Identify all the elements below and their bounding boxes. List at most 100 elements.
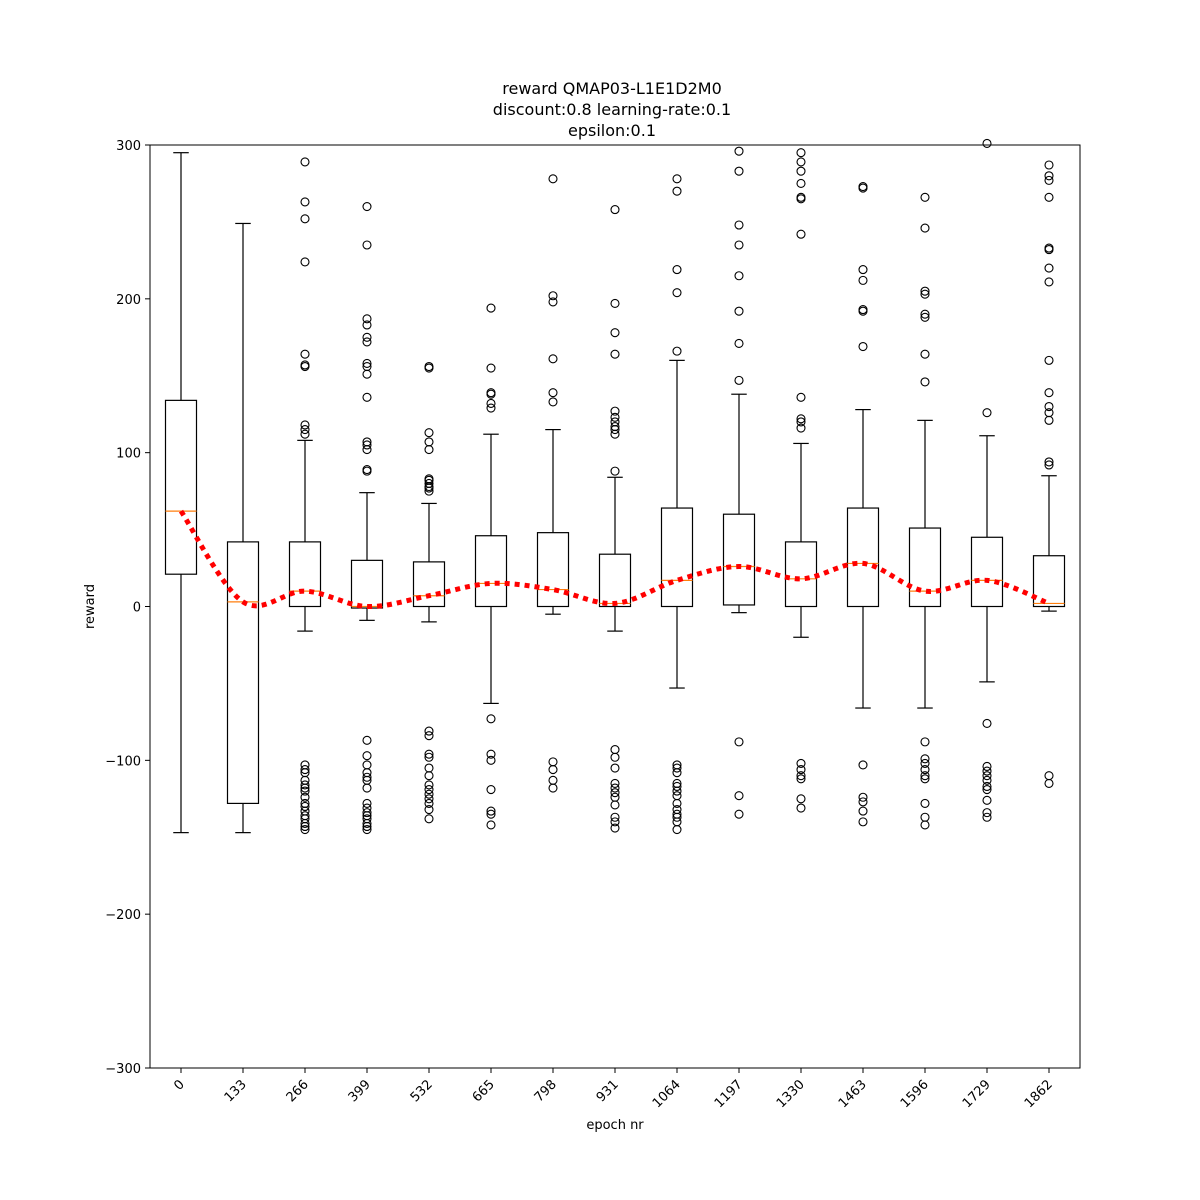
outlier-point <box>610 763 620 773</box>
outlier-point <box>796 423 806 433</box>
outlier-point <box>1044 263 1054 273</box>
outlier-point <box>672 781 682 792</box>
outlier-point <box>982 718 992 728</box>
outlier-point <box>796 803 806 813</box>
median-trend-line <box>178 509 1050 610</box>
outlier-point <box>982 795 992 805</box>
outlier-point <box>362 358 372 368</box>
outlier-point <box>300 765 310 775</box>
outlier-point <box>1044 175 1054 185</box>
box-body <box>598 553 632 608</box>
outlier-point <box>424 805 434 815</box>
outlier-point <box>424 726 434 736</box>
outlier-point <box>610 328 620 338</box>
box-body <box>970 536 1004 608</box>
outlier-point <box>796 178 806 189</box>
outlier-point <box>610 429 620 439</box>
outlier-point <box>610 783 620 793</box>
box-1729 <box>970 138 1004 822</box>
outlier-point <box>424 363 434 373</box>
chart-title-line: discount:0.8 learning-rate:0.1 <box>493 100 731 119</box>
outlier-point <box>920 223 930 233</box>
plot-area <box>164 138 1066 835</box>
outlier-point <box>424 794 434 804</box>
outlier-point <box>610 466 620 476</box>
outlier-point <box>734 809 744 819</box>
outlier-point <box>982 781 992 792</box>
outlier-point <box>858 792 868 802</box>
box-body <box>1032 555 1066 608</box>
outlier-point <box>548 783 558 793</box>
outlier-point <box>300 257 310 267</box>
outlier-point <box>610 406 620 416</box>
y-tick-label: −100 <box>105 754 141 769</box>
outlier-point <box>486 363 496 373</box>
box-399 <box>350 201 384 835</box>
outlier-point <box>610 823 620 833</box>
outlier-point <box>1044 277 1054 287</box>
outlier-point <box>1044 245 1054 255</box>
outlier-point <box>300 783 310 793</box>
y-tick-label: 200 <box>116 293 141 308</box>
outlier-point <box>362 821 372 832</box>
outlier-point <box>362 735 372 745</box>
outlier-point <box>300 349 310 359</box>
outlier-point <box>424 785 434 795</box>
outlier-point <box>672 763 682 773</box>
outlier-point <box>1044 457 1054 467</box>
y-tick-label: 100 <box>116 447 141 462</box>
outlier-point <box>362 466 372 476</box>
outlier-point <box>796 148 806 158</box>
outlier-point <box>1044 388 1054 398</box>
outlier-point <box>672 786 682 796</box>
outlier-point <box>1044 192 1054 202</box>
outlier-point <box>1044 355 1054 365</box>
outlier-point <box>362 392 372 402</box>
chart-title: reward QMAP03-L1E1D2M0 discount:0.8 learn… <box>493 79 731 140</box>
outlier-point <box>796 758 806 768</box>
outlier-point <box>362 751 372 761</box>
outlier-point <box>300 825 310 835</box>
outlier-point <box>672 825 682 835</box>
y-tick-label: 300 <box>116 139 141 154</box>
outlier-point <box>362 337 372 347</box>
box-665 <box>474 303 508 830</box>
outlier-point <box>1044 415 1054 425</box>
outlier-point <box>858 341 868 352</box>
outlier-point <box>486 403 496 413</box>
outlier-point <box>858 275 868 285</box>
outlier-point <box>610 425 620 435</box>
plot-frame <box>149 144 1081 1069</box>
outlier-point <box>858 265 868 275</box>
box-body <box>474 535 508 608</box>
outlier-point <box>796 157 806 167</box>
outlier-point <box>858 183 868 193</box>
outlier-point <box>1044 778 1054 788</box>
outlier-point <box>486 398 496 408</box>
outlier-point <box>796 417 806 427</box>
outlier-point <box>548 174 558 184</box>
outlier-point <box>796 774 806 784</box>
x-axis-label: epoch nr <box>586 1118 644 1133</box>
box-body <box>536 532 570 608</box>
outlier-point <box>610 412 620 422</box>
outlier-point <box>734 306 744 316</box>
outlier-point <box>486 755 496 765</box>
outlier-point <box>300 157 310 167</box>
y-tick-label: −200 <box>105 908 141 923</box>
outlier-point <box>1044 160 1054 170</box>
outlier-point <box>796 229 806 239</box>
box-body <box>412 561 446 608</box>
outlier-point <box>734 271 744 281</box>
outlier-point <box>424 483 434 493</box>
outlier-point <box>858 817 868 827</box>
box-body <box>846 507 880 608</box>
outlier-point <box>362 314 372 324</box>
outlier-point <box>982 812 992 822</box>
box-body <box>350 559 384 609</box>
box-1330 <box>784 148 818 813</box>
y-tick-label: −300 <box>105 1062 141 1077</box>
outlier-point <box>300 780 310 790</box>
outlier-point <box>610 800 620 810</box>
